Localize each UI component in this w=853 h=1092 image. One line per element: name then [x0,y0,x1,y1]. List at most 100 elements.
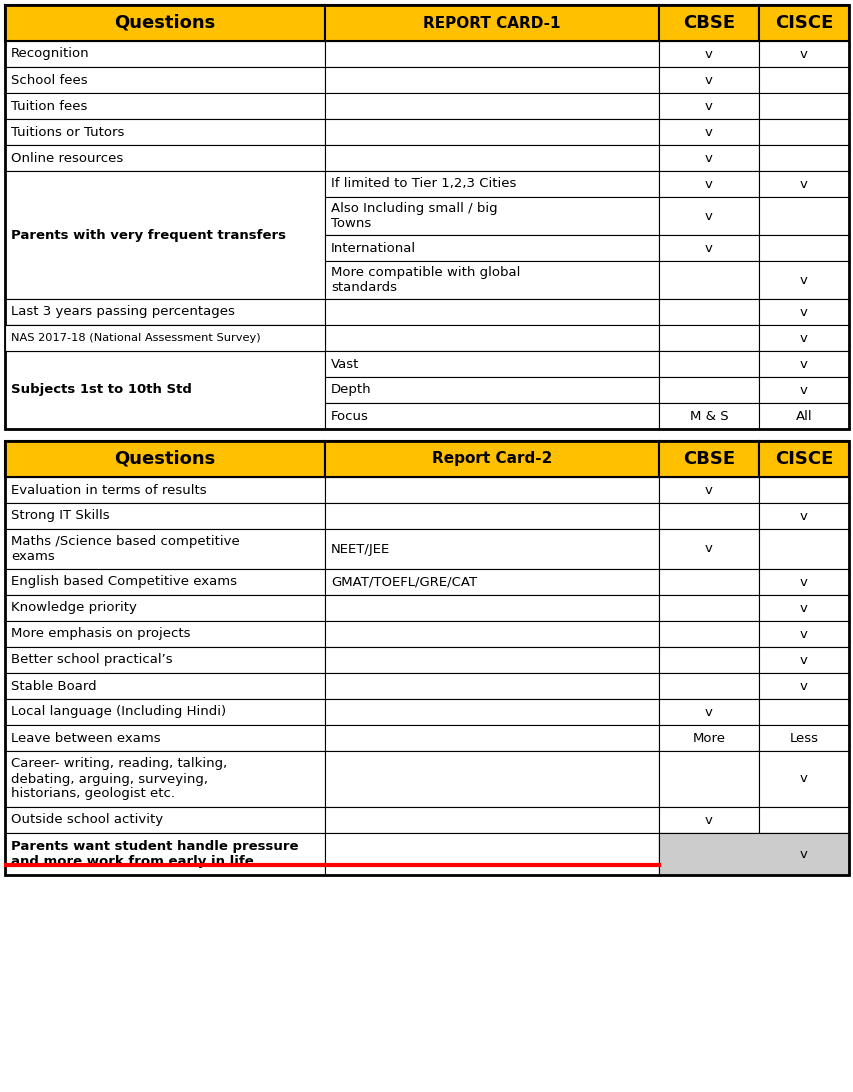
Bar [758,93,848,119]
Bar [659,235,758,261]
Text: Strong IT Skills: Strong IT Skills [11,510,109,522]
Bar [659,261,758,299]
Bar [659,41,758,67]
Bar [758,119,848,145]
Bar [758,41,848,67]
Text: v: v [799,653,807,666]
Text: GMAT/TOEFL/GRE/CAT: GMAT/TOEFL/GRE/CAT [331,575,477,589]
Text: Vast: Vast [331,357,359,370]
Bar [325,646,659,673]
Text: More compatible with global
standards: More compatible with global standards [331,266,519,294]
Text: v: v [799,602,807,615]
Bar [325,699,659,725]
Bar [5,325,325,351]
Text: v: v [705,99,712,112]
Text: More emphasis on projects: More emphasis on projects [11,628,190,641]
Text: Leave between exams: Leave between exams [11,732,160,745]
Bar [758,403,848,429]
Bar [659,351,758,377]
Text: Last 3 years passing percentages: Last 3 years passing percentages [11,306,235,319]
Text: CISCE: CISCE [774,14,833,32]
Text: v: v [799,628,807,641]
Bar [325,621,659,646]
Text: School fees: School fees [11,73,88,86]
Text: M & S: M & S [689,410,728,423]
Bar [5,833,325,875]
Bar [659,807,758,833]
Bar [5,299,325,325]
Bar [659,119,758,145]
Text: v: v [799,383,807,396]
Bar [758,807,848,833]
Text: English based Competitive exams: English based Competitive exams [11,575,237,589]
Text: NAS 2017-18 (National Assessment Survey): NAS 2017-18 (National Assessment Survey) [11,332,302,344]
Bar [325,595,659,621]
Text: v: v [705,210,712,223]
Text: v: v [705,814,712,827]
Text: v: v [799,306,807,319]
Bar [325,299,659,325]
Bar [659,833,758,875]
Bar [659,477,758,503]
Bar [659,377,758,403]
Bar [758,833,848,875]
Bar [325,673,659,699]
Bar [758,751,848,807]
Bar [5,725,325,751]
Bar [758,503,848,529]
Bar [5,751,325,807]
Text: v: v [705,73,712,86]
Text: v: v [705,47,712,60]
Bar [659,403,758,429]
Bar [5,325,325,351]
Bar [659,595,758,621]
Bar [325,171,659,197]
Text: v: v [705,241,712,254]
Bar [5,529,325,569]
Bar [325,807,659,833]
Text: More: More [692,732,725,745]
Bar [325,833,659,875]
Text: v: v [799,847,807,860]
Text: v: v [705,543,712,556]
Bar [758,377,848,403]
Text: Evaluation in terms of results: Evaluation in terms of results [11,484,206,497]
Text: v: v [799,510,807,522]
Text: CISCE: CISCE [774,450,833,468]
Bar [325,751,659,807]
Bar [5,351,325,429]
Text: Depth: Depth [331,383,371,396]
Bar [659,673,758,699]
Text: Also Including small / big
Towns: Also Including small / big Towns [331,202,497,230]
Bar [5,569,325,595]
Bar [325,503,659,529]
Bar [758,673,848,699]
Bar [659,325,758,351]
Bar [325,41,659,67]
Text: Parents with very frequent transfers: Parents with very frequent transfers [11,228,286,241]
Bar [758,145,848,171]
Bar [758,67,848,93]
Text: v: v [799,357,807,370]
Bar [659,503,758,529]
Text: REPORT CARD-1: REPORT CARD-1 [423,15,560,31]
Bar [5,5,848,429]
Bar [659,725,758,751]
Bar [325,93,659,119]
Bar [325,441,659,477]
Text: Maths /Science based competitive
exams: Maths /Science based competitive exams [11,535,240,563]
Bar [325,197,659,235]
Text: Online resources: Online resources [11,152,123,165]
Bar [659,441,758,477]
Bar [5,673,325,699]
Bar [5,441,325,477]
Bar [659,699,758,725]
Bar [5,441,848,875]
Text: v: v [799,575,807,589]
Text: Subjects 1st to 10th Std: Subjects 1st to 10th Std [11,383,192,396]
Bar [5,621,325,646]
Bar [5,503,325,529]
Text: v: v [705,484,712,497]
Bar [5,595,325,621]
Bar [325,377,659,403]
